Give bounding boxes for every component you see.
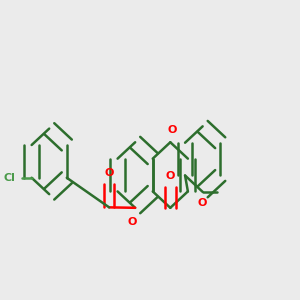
Text: O: O <box>128 217 137 227</box>
Text: O: O <box>167 125 176 135</box>
Text: O: O <box>104 168 114 178</box>
Text: O: O <box>198 198 207 208</box>
Text: O: O <box>166 171 175 182</box>
Text: Cl: Cl <box>3 173 15 183</box>
